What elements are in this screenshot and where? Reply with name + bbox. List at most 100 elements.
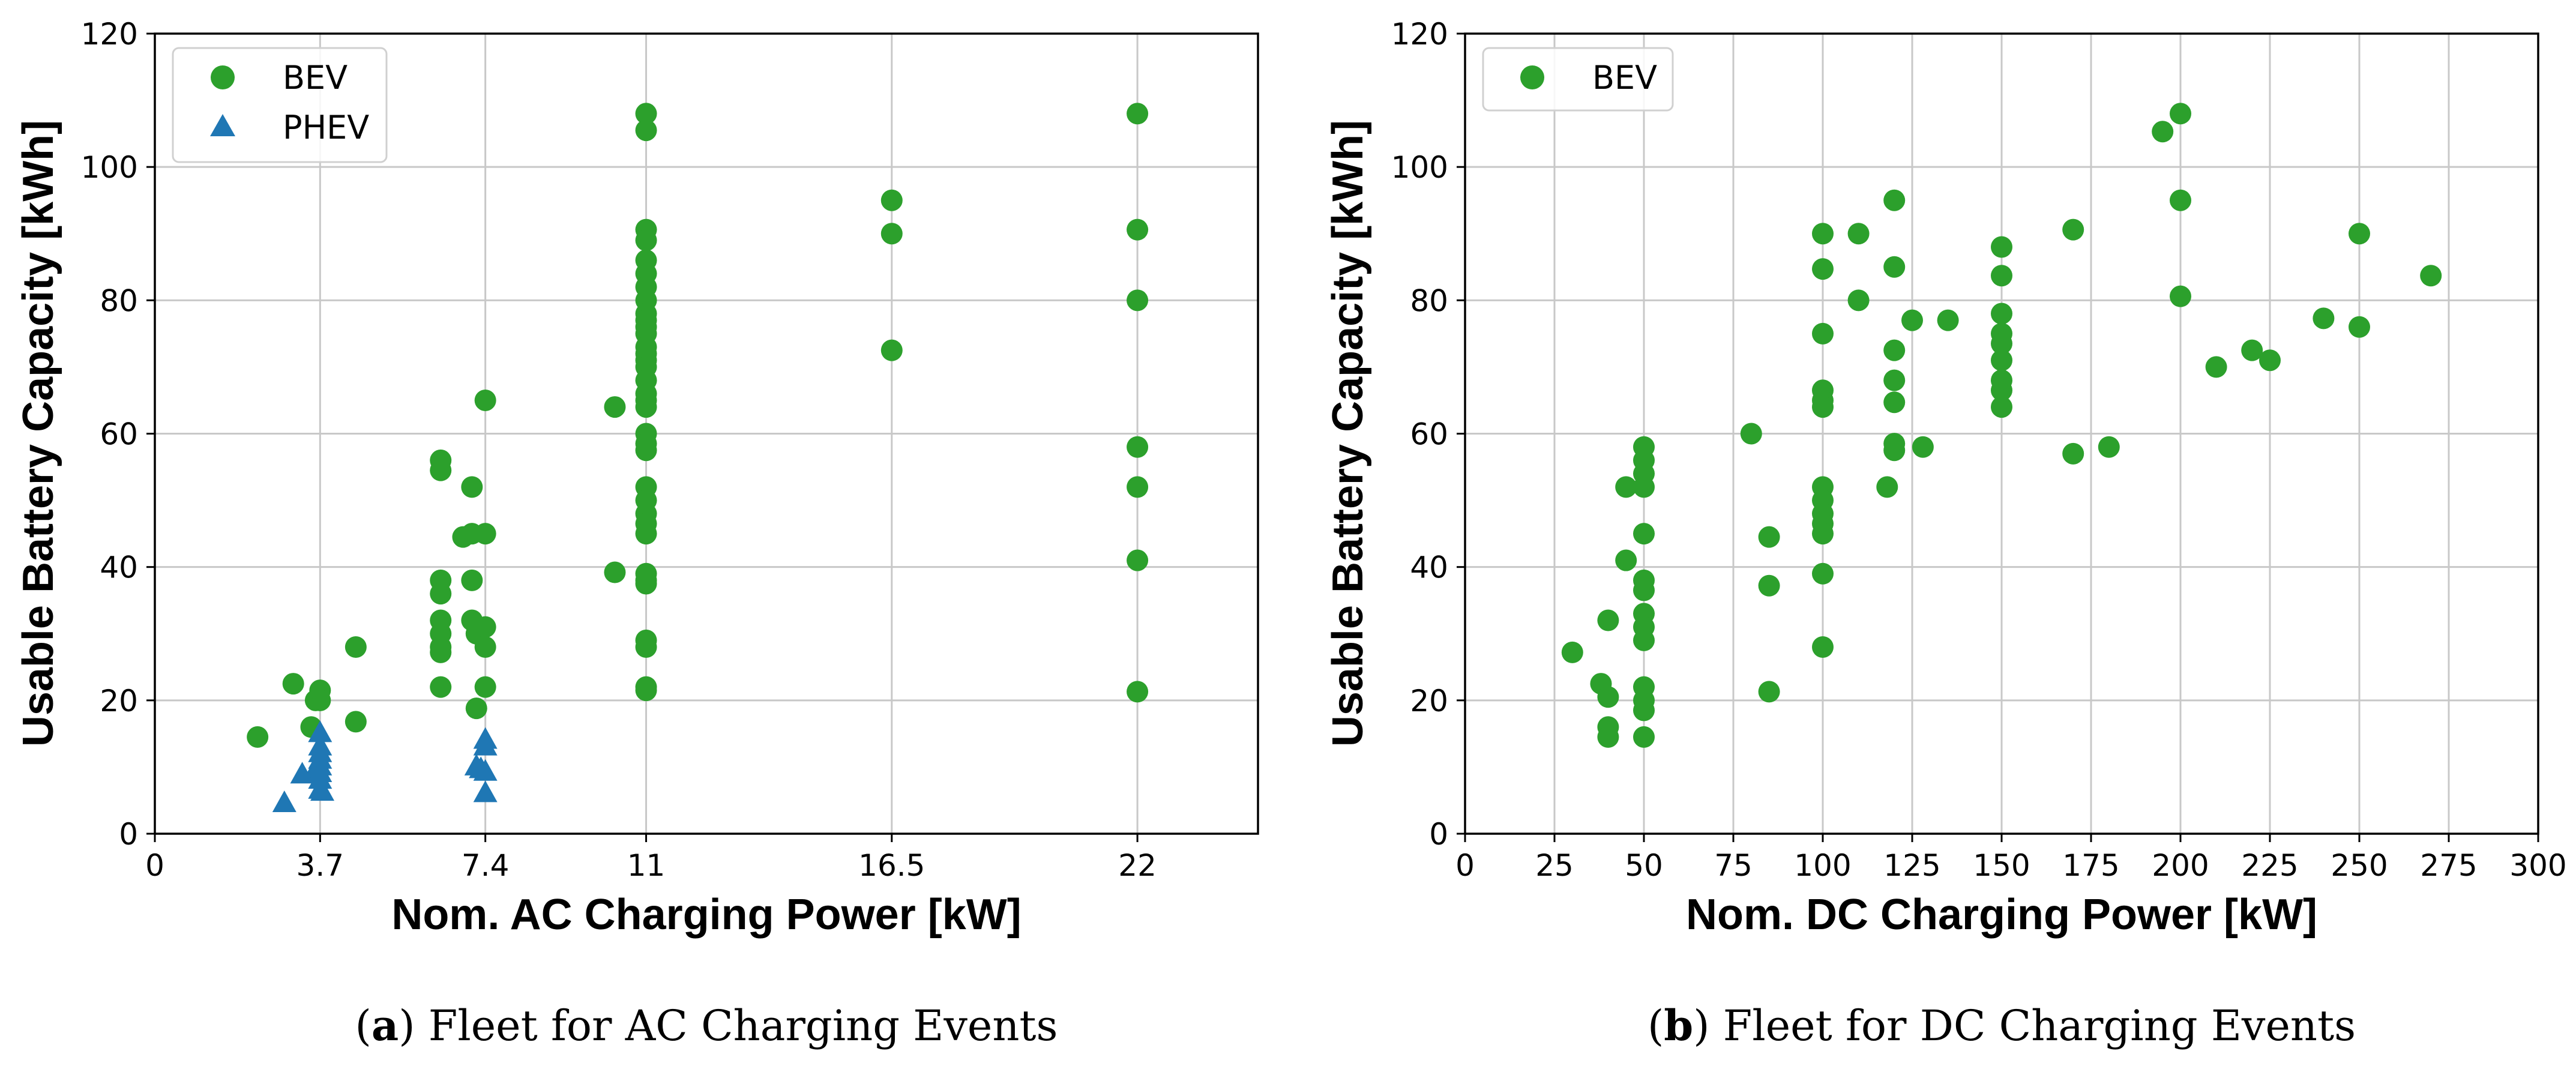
panel-b-bev-point [2313, 307, 2335, 330]
panel-a-bev-point [474, 636, 496, 658]
panel-b-bev-point [1883, 439, 1906, 462]
panel-b-bev-point [1812, 636, 1834, 658]
panel-b-bev-point [1883, 369, 1906, 391]
panel-a-caption-label: a [372, 1001, 399, 1050]
panel-b-ytick-label: 0 [1429, 817, 1448, 852]
panel-b-bev-point [1561, 641, 1583, 663]
panel-a-xtick-label: 11 [627, 848, 666, 883]
panel-a-legend-phev-marker [210, 114, 235, 136]
panel-b-xtick-label: 125 [1883, 848, 1940, 883]
panel-b-caption-label: b [1664, 1001, 1693, 1050]
panel-b-bev-point [1812, 562, 1834, 585]
panel-a-bev-point [635, 636, 657, 658]
panel-b-bev-point [1991, 379, 2012, 402]
panel-a-bev-point [604, 396, 626, 418]
panel-b-bev-point [1991, 303, 2012, 325]
panel-b-xtick-label: 175 [2062, 848, 2119, 883]
panel-b-bev-point [2205, 356, 2227, 378]
panel-a-ytick-label: 40 [100, 550, 138, 585]
panel-a-xlabel: Nom. AC Charging Power [kW] [391, 891, 1021, 939]
panel-a-xtick-label: 0 [145, 848, 164, 883]
panel-b-bev-point [1740, 423, 1762, 445]
panel-a-bev-point [1127, 681, 1149, 703]
panel-a-bev-point [1127, 289, 1149, 312]
panel-a-xtick-label: 16.5 [858, 848, 925, 883]
panel-b-xlabel: Nom. DC Charging Power [kW] [1686, 891, 2317, 939]
panel-a-xtick-label: 3.7 [296, 848, 345, 883]
panel-a-bev-point [1127, 103, 1149, 125]
panel-a-ytick-label: 100 [81, 150, 138, 185]
panel-a-ac-charging: 0 3.7 7.4 11 16.5 22 0 20 40 60 80 100 120 Nom. AC C… [14, 17, 1259, 1050]
panel-a-legend-bev-label: BEV [283, 59, 348, 97]
panel-b-bev-point [1758, 681, 1780, 703]
panel-b-points [1561, 103, 2442, 748]
panel-a-bev-point [1127, 476, 1149, 498]
panel-b-xtick-label: 75 [1714, 848, 1753, 883]
panel-b-bev-point [2420, 265, 2442, 287]
panel-a-bev-point [282, 673, 304, 695]
panel-a-bev-point [247, 726, 269, 748]
panel-a-ytick-label: 0 [119, 817, 138, 852]
panel-b-bev-point [1901, 309, 1923, 331]
panel-a-caption: (a) Fleet for AC Charging Events [355, 1001, 1058, 1050]
panel-b-bev-point [2259, 349, 2281, 372]
panel-b-bev-point [1597, 609, 1619, 631]
panel-a-xtick-label: 22 [1118, 848, 1157, 883]
panel-a-xtick-label: 7.4 [462, 848, 510, 883]
panel-b-bev-point [1633, 699, 1655, 721]
panel-b-bev-point [1883, 391, 1906, 414]
panel-b-bev-point [1812, 396, 1834, 418]
panel-b-bev-point [1991, 396, 2012, 418]
panel-a-bev-point [430, 641, 452, 663]
panel-b-bev-point [2098, 436, 2120, 458]
panel-b-bev-point [1847, 223, 1870, 245]
panel-b-xtick-label: 200 [2152, 848, 2209, 883]
panel-a-ytick-label: 80 [100, 283, 138, 318]
panel-a-ytick-label: 60 [100, 417, 138, 452]
panel-b-bev-point [1912, 436, 1934, 458]
panel-b-bev-point [1991, 236, 2012, 258]
panel-a-bev-point [635, 119, 657, 142]
panel-a-bev-point [635, 396, 657, 418]
panel-b-bev-point [1812, 523, 1834, 545]
panel-a-bev-point [635, 523, 657, 545]
panel-b-bev-point [2349, 223, 2370, 245]
panel-b-bev-point [1615, 549, 1637, 571]
panel-b-ytick-label: 80 [1410, 283, 1448, 318]
panel-b-ytick-label: 40 [1410, 550, 1448, 585]
panel-b-ytick-label: 60 [1410, 417, 1448, 452]
panel-a-bev-point [465, 697, 487, 720]
panel-a-grid [154, 32, 1258, 835]
panel-a-bev-point [309, 689, 331, 711]
panel-b-xtick-label: 150 [1973, 848, 2030, 883]
panel-a-bev-point [1127, 549, 1149, 571]
panel-a-caption-text: Fleet for AC Charging Events [429, 1001, 1058, 1050]
panel-b-bev-point [2349, 316, 2370, 338]
panel-a-bev-point [461, 476, 483, 498]
panel-b-legend: BEV [1482, 47, 1674, 112]
panel-b-bev-point [1883, 189, 1906, 211]
panel-b-legend-box [1482, 47, 1674, 112]
panel-a-bev-point [635, 439, 657, 462]
panel-b-bev-point [2170, 285, 2191, 307]
panel-b-bev-point [1758, 574, 1780, 597]
panel-a-phev-point [473, 780, 498, 803]
panel-b-xtick-label: 225 [2241, 848, 2298, 883]
panel-b-bev-point [1597, 726, 1619, 748]
panel-a-ytick-label: 120 [81, 17, 138, 52]
panel-a-phev-point [272, 790, 296, 813]
panel-b-caption-text: Fleet for DC Charging Events [1723, 1001, 2356, 1050]
panel-b-bev-point [1615, 476, 1637, 498]
panel-a-phev-point [308, 720, 333, 742]
panel-b-legend-bev-marker [1520, 65, 1544, 89]
panel-a-bev-point [430, 459, 452, 481]
panel-a-points [247, 103, 1149, 813]
panel-a-bev-point [880, 189, 903, 211]
panel-a-legend-phev-label: PHEV [283, 109, 369, 146]
panel-b-bev-point [1597, 686, 1619, 708]
panel-b-bev-point [2152, 121, 2174, 143]
panel-b-bev-point [2170, 103, 2191, 125]
panel-b-bev-point [2062, 218, 2084, 241]
panel-a-ytick-label: 20 [100, 684, 138, 718]
